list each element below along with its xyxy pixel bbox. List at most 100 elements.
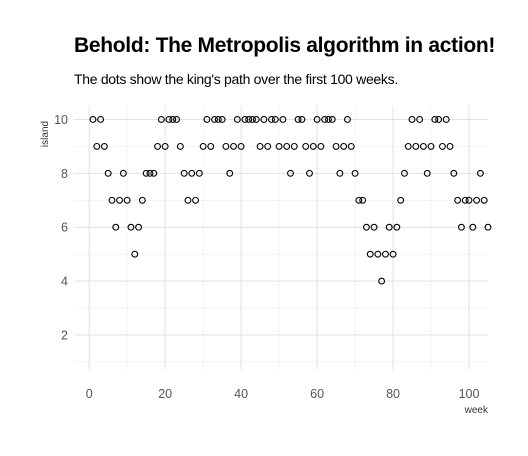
data-point: [328, 116, 336, 123]
data-point: [264, 142, 272, 150]
data-point: [180, 169, 188, 177]
data-point: [435, 116, 443, 123]
data-point: [469, 223, 477, 231]
data-point: [317, 142, 325, 150]
data-point: [355, 196, 363, 204]
data-point: [340, 142, 348, 150]
data-point: [480, 196, 488, 204]
data-point: [157, 116, 165, 123]
data-point: [344, 116, 351, 123]
data-point: [454, 196, 462, 204]
x-tick-label: 0: [86, 387, 93, 401]
data-point: [298, 116, 306, 123]
data-point: [108, 196, 116, 204]
data-point: [389, 250, 397, 258]
data-point: [359, 196, 367, 204]
data-point: [97, 116, 105, 123]
data-point: [279, 116, 287, 123]
data-point: [363, 223, 370, 231]
data-point: [370, 223, 378, 231]
data-point: [397, 196, 405, 204]
data-point: [446, 142, 454, 150]
data-point: [381, 250, 389, 258]
data-point: [211, 116, 218, 123]
data-point: [408, 116, 416, 123]
x-tick-label: 60: [310, 387, 324, 401]
data-point: [271, 116, 279, 123]
data-point: [419, 142, 427, 150]
x-axis-title: week: [464, 405, 489, 416]
data-point: [461, 196, 469, 204]
data-point: [142, 169, 150, 177]
data-point: [400, 169, 408, 177]
data-point: [150, 169, 158, 177]
data-point: [473, 196, 481, 204]
data-point: [161, 142, 169, 150]
data-point: [249, 116, 256, 123]
data-point: [214, 116, 222, 123]
data-point: [438, 142, 446, 150]
data-point: [321, 116, 329, 123]
data-point: [287, 169, 294, 177]
data-point: [104, 169, 112, 177]
chart-subtitle: The dots show the king's path over the f…: [74, 71, 398, 87]
data-point: [127, 223, 135, 231]
tick-labels: 0 20 40 60 80 100 2 4 6 8 10: [54, 113, 479, 401]
y-tick-label: 2: [61, 328, 68, 342]
data-point: [457, 223, 465, 231]
data-point: [230, 142, 237, 150]
data-point: [192, 196, 199, 204]
data-point: [404, 142, 412, 150]
data-point: [176, 142, 184, 150]
data-point: [135, 223, 143, 231]
data-point: [313, 116, 321, 123]
y-tick-label: 4: [61, 275, 68, 289]
data-point: [252, 116, 260, 123]
data-point: [241, 116, 249, 123]
data-point: [237, 142, 245, 150]
data-point: [195, 169, 203, 177]
data-point: [427, 142, 435, 150]
data-point: [450, 169, 458, 177]
data-point: [366, 250, 374, 258]
data-point: [203, 116, 211, 123]
y-tick-label: 6: [61, 221, 68, 235]
data-point: [188, 169, 196, 177]
data-point: [173, 116, 181, 123]
data-point: [169, 116, 177, 123]
data-point: [222, 142, 230, 150]
data-point: [336, 169, 344, 177]
data-point: [123, 196, 131, 204]
data-point: [431, 116, 439, 123]
grid-lines: [74, 106, 488, 370]
data-point: [378, 277, 386, 285]
data-point: [268, 116, 275, 123]
data-point: [484, 223, 492, 231]
data-point: [226, 169, 234, 177]
data-point: [233, 116, 241, 123]
x-tick-label: 40: [234, 387, 248, 401]
data-point: [302, 142, 310, 150]
data-point: [165, 116, 173, 123]
data-point: [393, 223, 401, 231]
data-point: [306, 169, 313, 177]
data-point: [116, 196, 124, 204]
x-tick-label: 100: [459, 387, 480, 401]
data-point: [385, 223, 393, 231]
data-point: [294, 116, 302, 123]
data-point: [283, 142, 291, 150]
data-point: [207, 142, 215, 150]
data-point: [89, 116, 97, 123]
data-point: [442, 116, 450, 123]
data-point: [309, 142, 317, 150]
data-point: [245, 116, 253, 123]
data-point: [260, 116, 268, 123]
y-axis-title: island: [40, 121, 51, 147]
data-point: [332, 142, 340, 150]
data-point: [476, 169, 484, 177]
data-point: [325, 116, 332, 123]
data-points: [89, 116, 492, 285]
chart-title: Behold: The Metropolis algorithm in acti…: [74, 34, 496, 57]
y-tick-label: 10: [54, 113, 68, 127]
